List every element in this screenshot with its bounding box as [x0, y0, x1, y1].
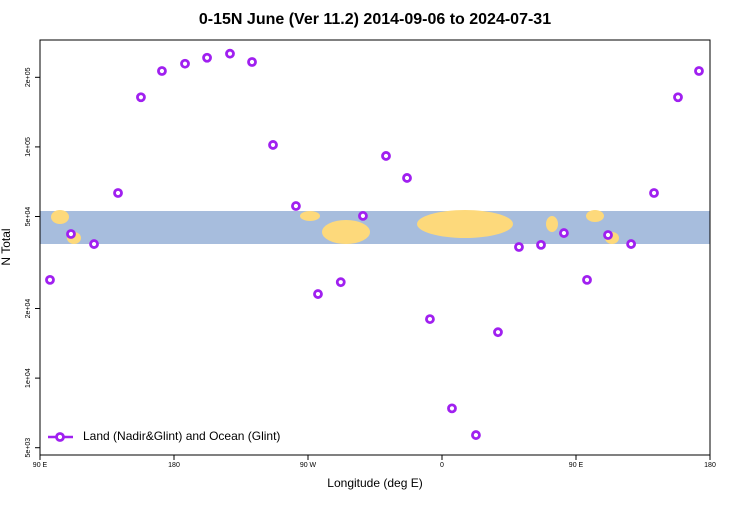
point — [493, 327, 503, 338]
land — [300, 211, 320, 221]
plot-frame — [39, 39, 711, 456]
point — [559, 228, 569, 238]
legend-label: Land (Nadir&Glint) and Ocean (Glint) — [83, 429, 280, 443]
point — [180, 58, 190, 69]
point — [514, 242, 524, 252]
point — [335, 277, 346, 288]
point — [291, 201, 301, 211]
point — [247, 57, 257, 67]
land — [322, 220, 370, 244]
legend-marker — [55, 432, 65, 442]
point — [603, 230, 613, 240]
land — [417, 210, 513, 238]
point — [649, 188, 659, 198]
y-tick-label: 5e+03 — [25, 438, 32, 458]
point — [471, 430, 481, 440]
point — [268, 140, 278, 150]
x-tick-label: 90 E — [569, 462, 584, 469]
point — [536, 239, 546, 250]
y-tick-label: 1e+05 — [25, 137, 32, 157]
x-tick-label: 0 — [440, 462, 444, 469]
point — [313, 289, 323, 299]
point — [402, 173, 412, 183]
x-axis-label: Longitude (deg E) — [327, 476, 422, 490]
point — [45, 274, 55, 285]
y-tick-label: 2e+04 — [25, 299, 32, 319]
point — [673, 92, 683, 103]
land — [546, 216, 558, 232]
land — [51, 210, 69, 224]
point — [89, 239, 99, 249]
point — [447, 403, 457, 414]
point — [136, 92, 146, 103]
point — [202, 52, 212, 63]
point — [113, 188, 123, 198]
y-tick-label: 5e+04 — [25, 207, 32, 227]
point — [157, 66, 167, 76]
point — [381, 151, 391, 161]
x-tick-label: 90 E — [33, 462, 48, 469]
y-tick-label: 1e+04 — [25, 368, 32, 388]
point — [694, 66, 704, 76]
point — [358, 211, 368, 221]
point — [425, 314, 435, 324]
point — [582, 274, 592, 285]
x-tick-label: 180 — [168, 462, 180, 469]
x-tick-label: 90 W — [300, 462, 317, 469]
land — [586, 210, 604, 222]
x-tick-label: 180 — [704, 462, 716, 469]
chart-title: 0-15N June (Ver 11.2) 2014-09-06 to 2024… — [199, 11, 551, 28]
y-tick-label: 2e+05 — [25, 67, 32, 87]
point — [225, 48, 235, 59]
y-axis-label: N Total — [0, 228, 13, 265]
map-band — [40, 210, 710, 244]
point — [66, 229, 76, 239]
point — [626, 239, 636, 249]
